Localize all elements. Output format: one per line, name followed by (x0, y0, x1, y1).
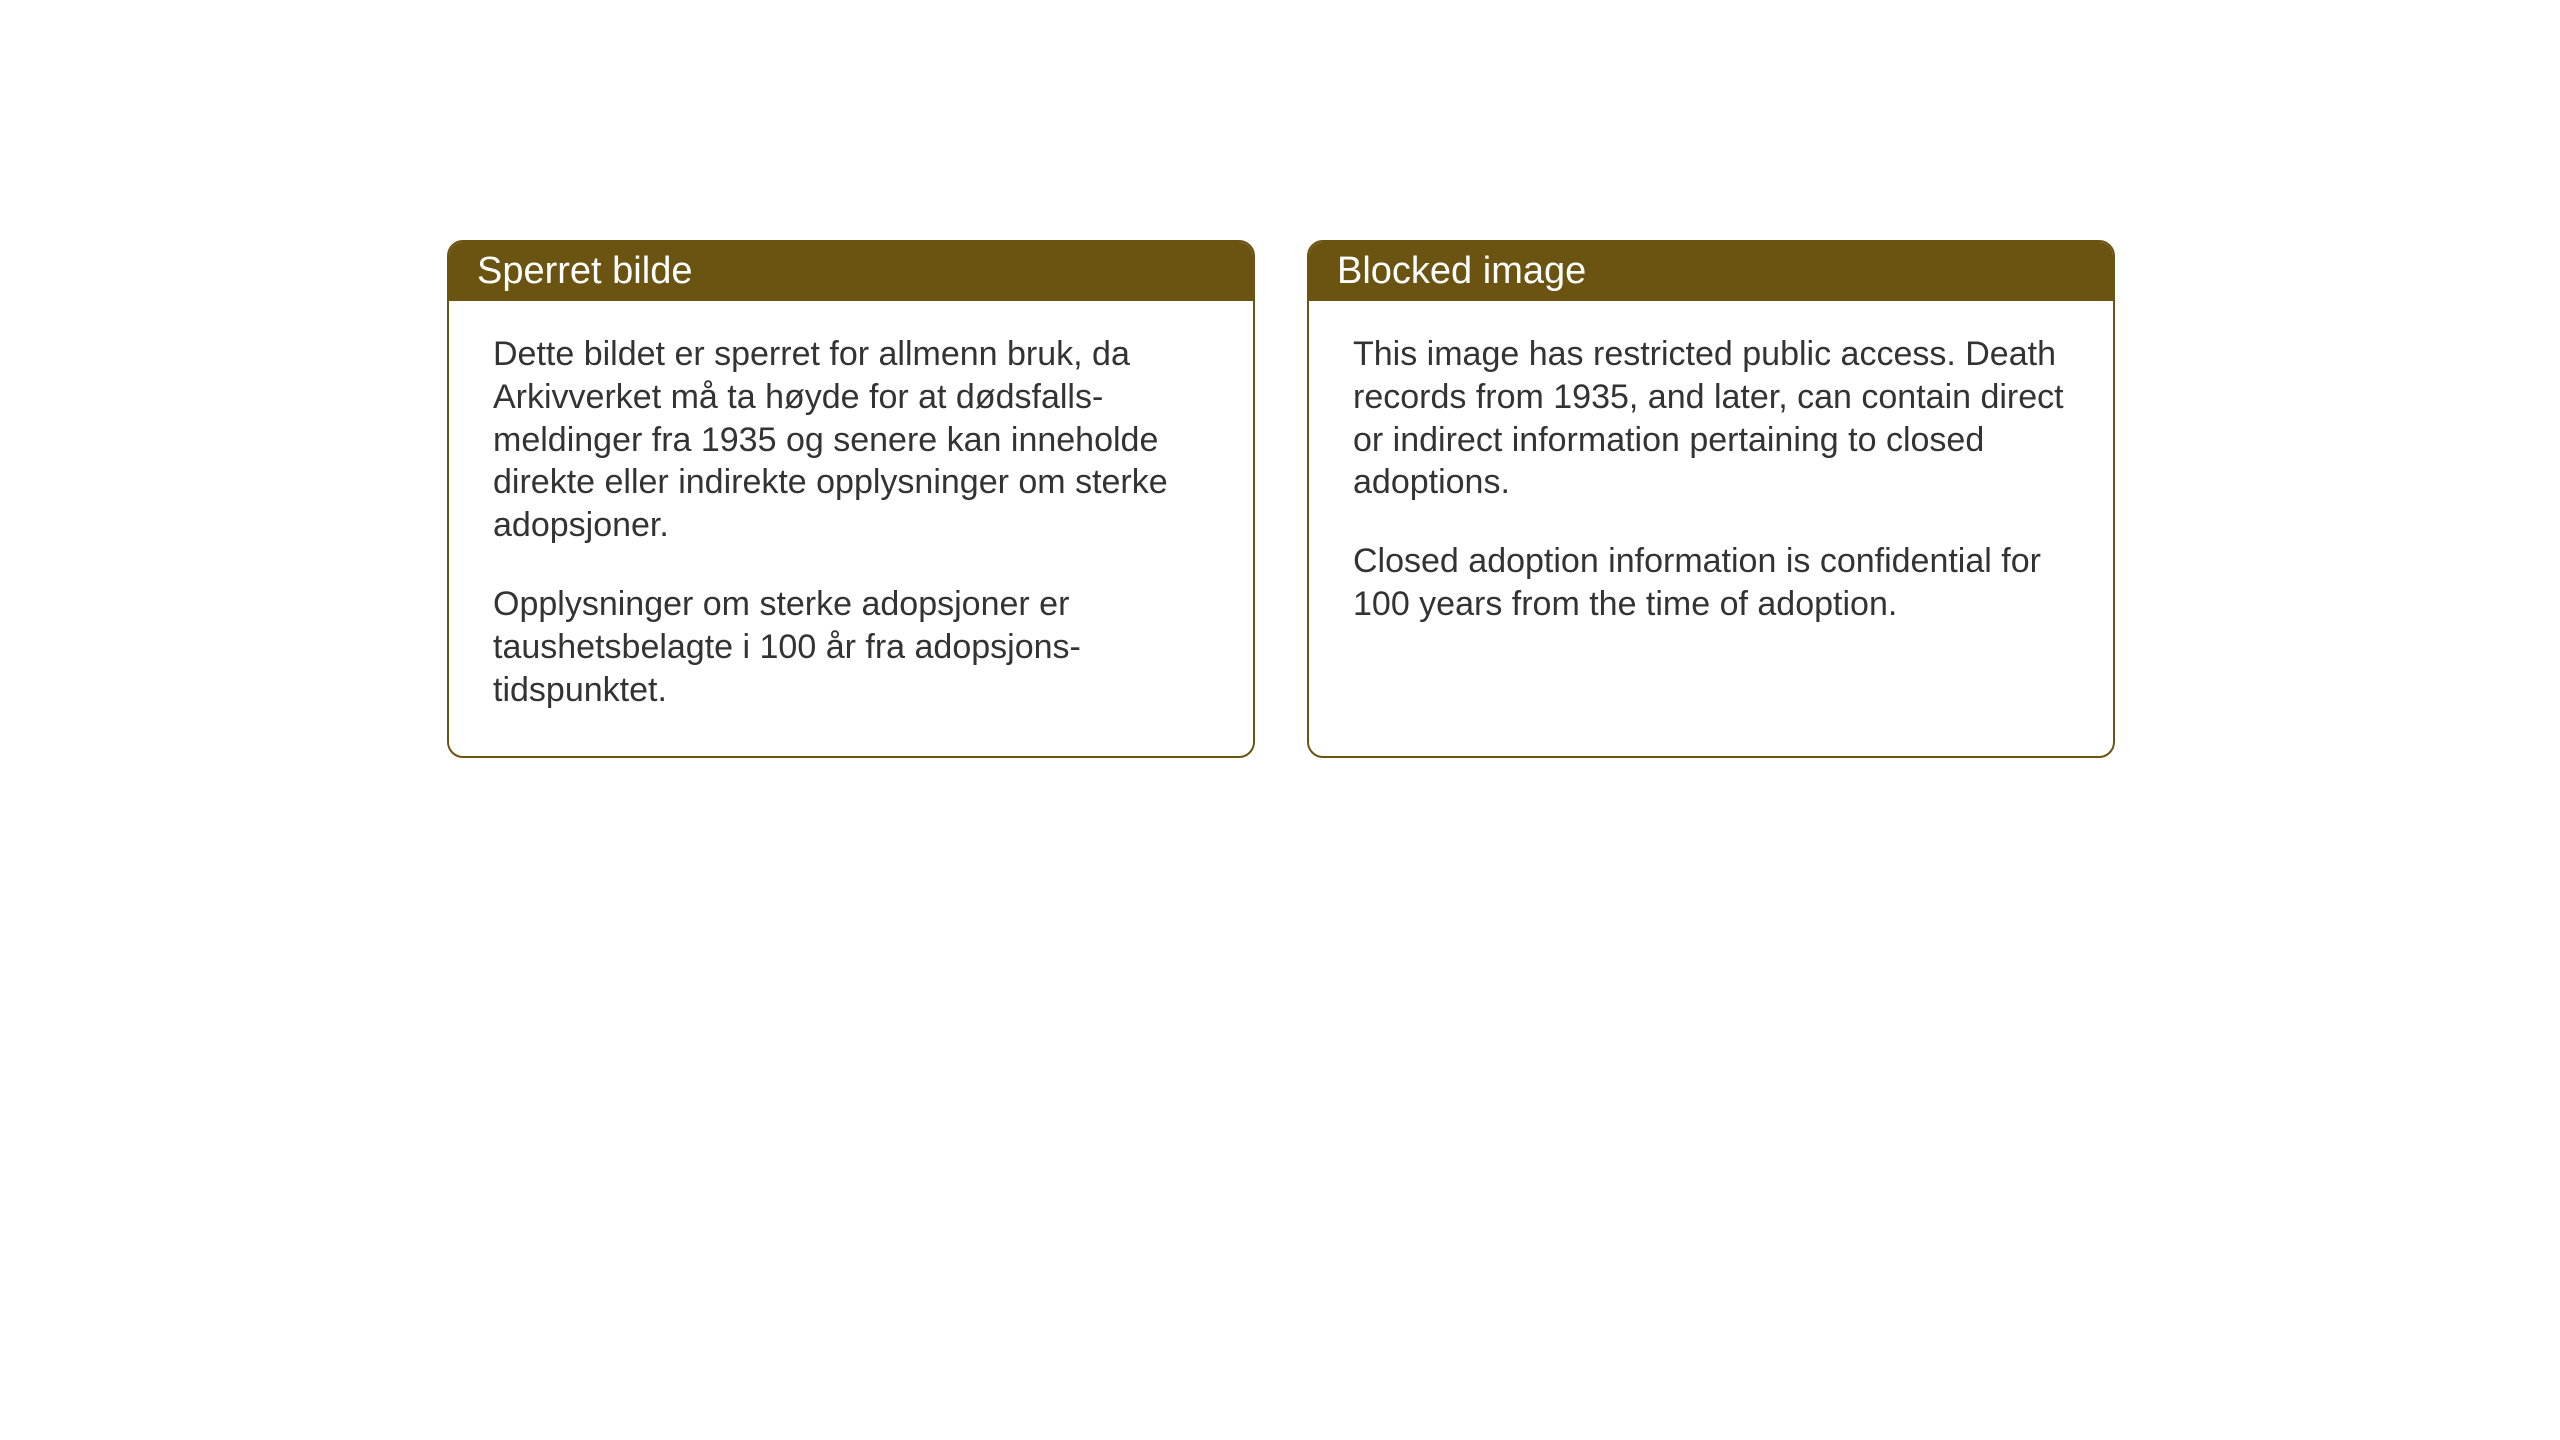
norwegian-paragraph-2: Opplysninger om sterke adopsjoner er tau… (493, 583, 1209, 711)
norwegian-card: Sperret bilde Dette bildet er sperret fo… (447, 240, 1255, 758)
norwegian-card-body: Dette bildet er sperret for allmenn bruk… (449, 301, 1253, 756)
norwegian-card-title: Sperret bilde (477, 250, 692, 292)
english-paragraph-1: This image has restricted public access.… (1353, 333, 2069, 504)
norwegian-card-header: Sperret bilde (449, 242, 1253, 301)
english-card: Blocked image This image has restricted … (1307, 240, 2115, 758)
english-paragraph-2: Closed adoption information is confident… (1353, 540, 2069, 626)
norwegian-paragraph-1: Dette bildet er sperret for allmenn bruk… (493, 333, 1209, 547)
english-card-header: Blocked image (1309, 242, 2113, 301)
english-card-title: Blocked image (1337, 250, 1586, 292)
english-card-body: This image has restricted public access.… (1309, 301, 2113, 721)
notice-container: Sperret bilde Dette bildet er sperret fo… (447, 240, 2115, 758)
